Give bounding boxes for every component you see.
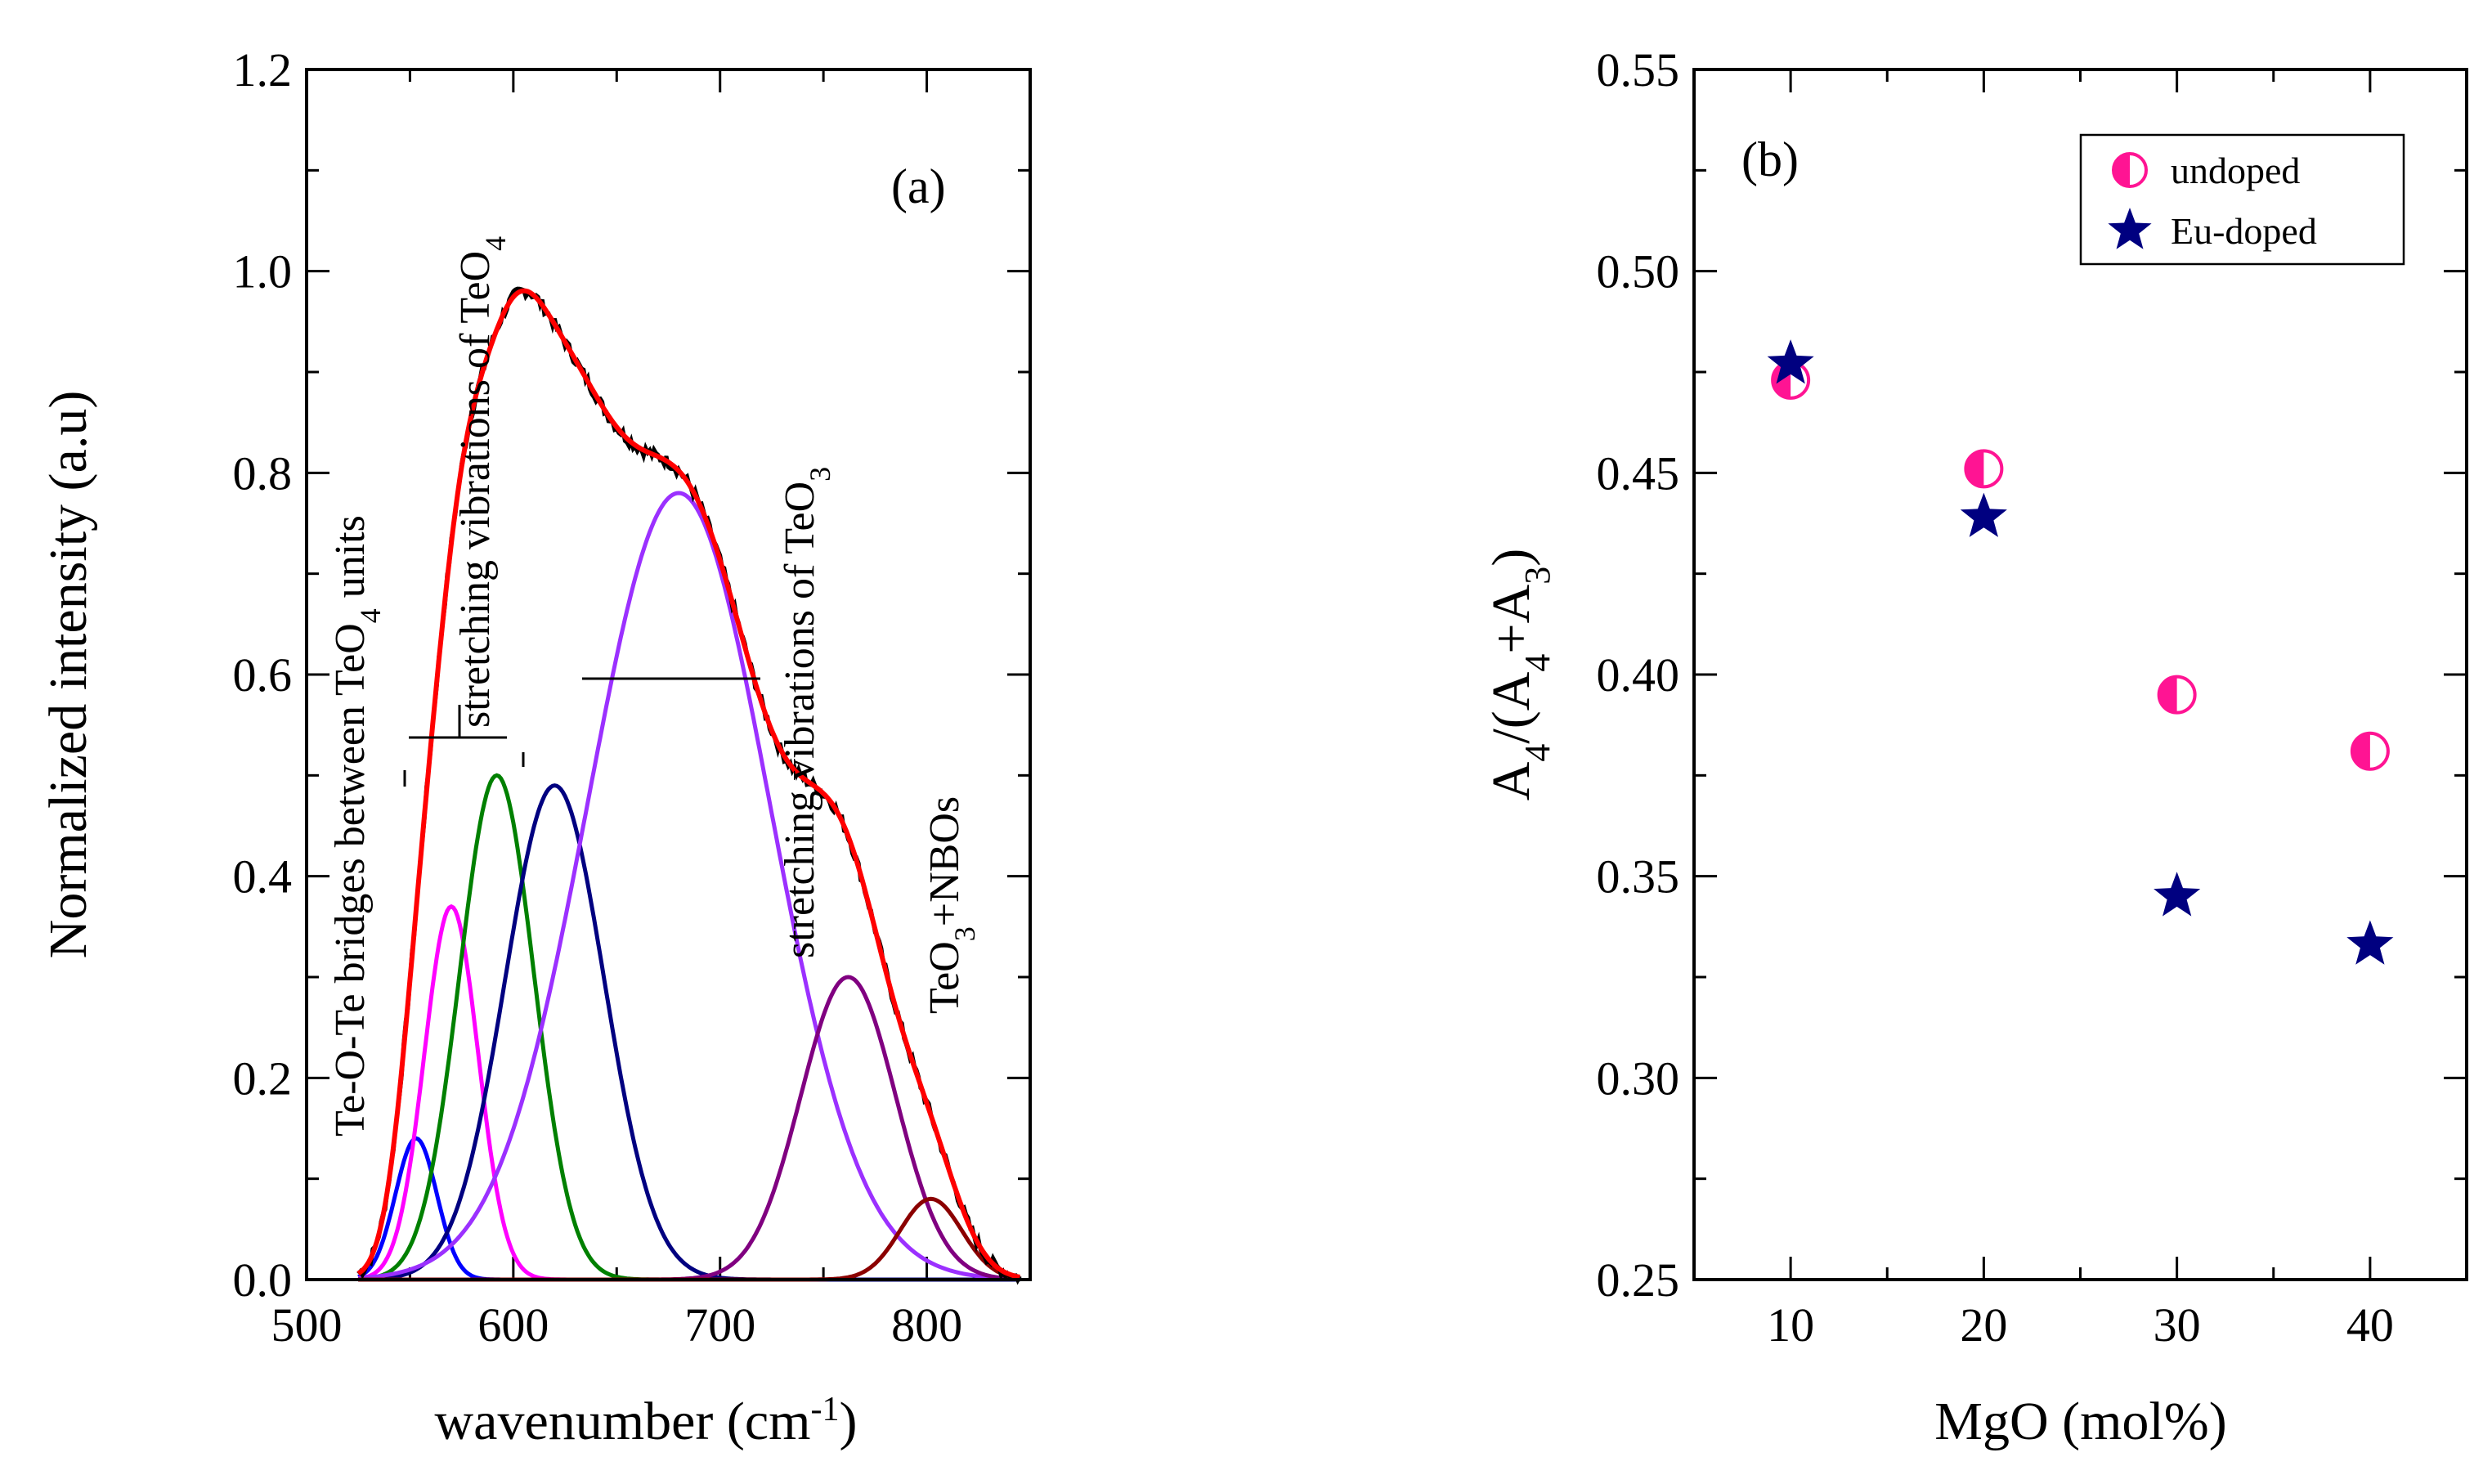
point-undoped	[2350, 731, 2390, 771]
legend-symbol-undoped	[2112, 152, 2148, 188]
panel-a: 500 600 700 800 0.0 0.2 0.4 0.6 0.8 1.0 1.2 (a) wa…	[38, 43, 1032, 1451]
curve-peak-5	[358, 491, 1020, 1281]
annotation-teo4-stretching: stretching vibrations of TeO4	[452, 236, 512, 728]
point-undoped-fill	[2158, 676, 2177, 713]
panel-b-label: (b)	[1741, 132, 1799, 186]
point-undoped	[1964, 449, 2004, 489]
legend-symbol-eu-doped	[2108, 208, 2152, 249]
panel-b-frame	[1692, 68, 2468, 1281]
panel-b-tick-labels: 10 20 30 40 0.25 0.30 0.35 0.40 0.45 0.50 0.55	[1597, 43, 2394, 1352]
panel-a-ticks	[305, 68, 1030, 1281]
y-tick-label: 0.30	[1597, 1051, 1680, 1105]
panel-b: 10 20 30 40 0.25 0.30 0.35 0.40 0.45 0.50 0.55 (b)…	[1481, 43, 2468, 1451]
y-tick-label: 1.0	[233, 245, 293, 298]
legend-marker-undoped-fill	[2113, 154, 2130, 186]
y-tick-label: 0.2	[233, 1051, 293, 1105]
legend: undoped Eu-doped	[2079, 133, 2405, 266]
legend-label-eu-doped: Eu-doped	[2171, 210, 2317, 252]
x-tick-label: 10	[1767, 1298, 1814, 1352]
y-tick-label: 0.8	[233, 446, 293, 500]
panel-a-tick-labels: 500 600 700 800 0.0 0.2 0.4 0.6 0.8 1.0 1.2	[233, 43, 963, 1352]
x-tick-label: 30	[2154, 1298, 2201, 1352]
y-tick-label: 0.50	[1597, 245, 1680, 298]
panel-a-frame	[305, 68, 1032, 1281]
point-undoped-fill	[1965, 451, 1984, 487]
x-tick-label: 700	[684, 1298, 755, 1352]
curve-peak-6	[358, 975, 1020, 1282]
legend-marker-eu-doped	[2108, 208, 2152, 249]
x-tick-label: 500	[271, 1298, 343, 1352]
panel-a-label: (a)	[891, 159, 946, 213]
x-tick-label: 40	[2346, 1298, 2394, 1352]
x-tick-label: 800	[891, 1298, 962, 1352]
point-eu-doped	[2154, 872, 2201, 917]
legend-label-undoped: undoped	[2171, 150, 2300, 191]
y-tick-label: 0.0	[233, 1253, 293, 1307]
panel-b-points	[1767, 339, 2394, 965]
point-eu-doped	[1767, 339, 1814, 384]
y-tick-label: 0.45	[1597, 446, 1680, 500]
panel-a-y-axis-title: Normalized intensity (a.u)	[38, 391, 98, 959]
curve-fit	[356, 288, 1020, 1280]
y-tick-label: 0.4	[233, 850, 293, 903]
x-tick-label: 20	[1960, 1298, 2007, 1352]
y-tick-label: 0.55	[1597, 43, 1680, 96]
y-tick-label: 0.35	[1597, 850, 1680, 903]
annotation-teo3-nbos: TeO3+NBOs	[921, 796, 981, 1014]
panel-b-y-axis-title: A4/(A4+A3)	[1481, 549, 1558, 801]
panel-a-x-axis-title: wavenumber (cm-1)	[435, 1391, 858, 1451]
y-tick-label: 0.40	[1597, 648, 1680, 702]
y-tick-label: 1.2	[233, 43, 293, 96]
point-undoped-fill	[2351, 733, 2370, 769]
point-undoped	[2157, 675, 2197, 715]
annotation-brackets	[403, 677, 760, 787]
x-tick-label: 600	[477, 1298, 549, 1352]
point-eu-doped	[1960, 492, 2007, 537]
y-tick-label: 0.6	[233, 648, 293, 702]
annotation-teo3-stretching: stretching vibrations of TeO3	[777, 467, 836, 958]
point-eu-doped	[2346, 920, 2394, 965]
annotation-te-o-te-bridges: Te-O-Te bridges between TeO4 units	[327, 515, 387, 1137]
y-tick-label: 0.25	[1597, 1253, 1680, 1307]
legend-marker-undoped	[2112, 152, 2148, 188]
panel-b-x-axis-title: MgO (mol%)	[1934, 1392, 2226, 1451]
